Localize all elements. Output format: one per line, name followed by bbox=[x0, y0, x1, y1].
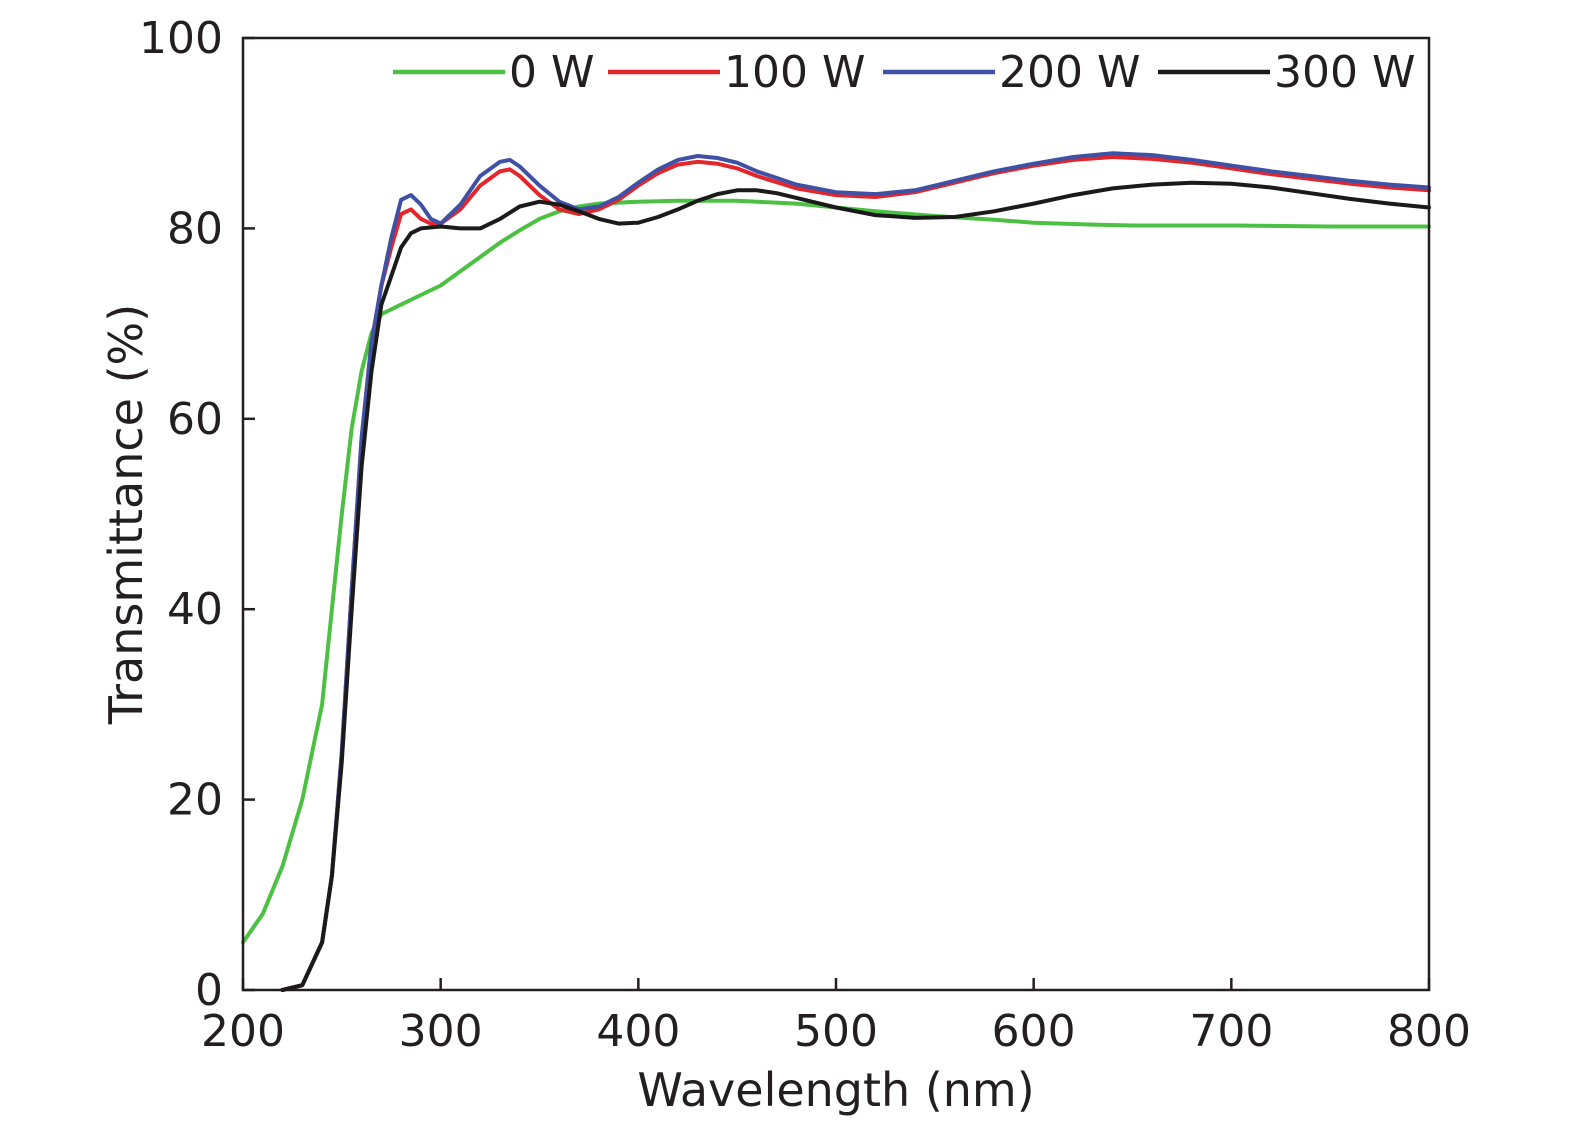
x-tick-label: 600 bbox=[992, 1006, 1076, 1057]
y-tick-label: 80 bbox=[167, 203, 223, 254]
x-tick-label: 300 bbox=[399, 1006, 483, 1057]
y-tick-label: 0 bbox=[195, 965, 223, 1016]
y-axis: 0 20 40 60 80 100 bbox=[139, 13, 255, 1016]
legend: 0 W 100 W 200 W 300 W bbox=[393, 47, 1415, 98]
y-tick-label: 60 bbox=[167, 394, 223, 445]
plot-frame bbox=[241, 36, 1431, 992]
series-line-200-w bbox=[280, 151, 1431, 992]
series-layer bbox=[241, 151, 1431, 992]
x-axis: 200 300 400 500 600 700 800 bbox=[201, 978, 1471, 1057]
legend-label-200-w: 200 W bbox=[999, 47, 1140, 98]
series-line-300-w bbox=[280, 180, 1431, 992]
legend-label-0-w: 0 W bbox=[509, 47, 595, 98]
x-tick-label: 500 bbox=[794, 1006, 878, 1057]
series-line-100-w bbox=[280, 155, 1431, 992]
y-tick-label: 20 bbox=[167, 775, 223, 826]
legend-label-300-w: 300 W bbox=[1274, 47, 1415, 98]
x-tick-label: 700 bbox=[1189, 1006, 1273, 1057]
x-tick-label: 400 bbox=[596, 1006, 680, 1057]
y-axis-title: Transmittance (%) bbox=[99, 304, 153, 725]
series-line-0-w bbox=[241, 198, 1431, 945]
x-axis-title: Wavelength (nm) bbox=[637, 1063, 1034, 1117]
x-tick-label: 200 bbox=[201, 1006, 285, 1057]
y-tick-label: 100 bbox=[139, 13, 223, 64]
legend-label-100-w: 100 W bbox=[724, 47, 865, 98]
y-tick-label: 40 bbox=[167, 584, 223, 635]
x-tick-label: 800 bbox=[1387, 1006, 1471, 1057]
